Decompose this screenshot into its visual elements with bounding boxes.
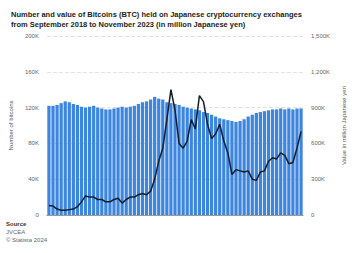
svg-text:200K: 200K: [25, 33, 39, 39]
svg-text:Source: Source: [6, 221, 27, 227]
svg-text:JVCEA: JVCEA: [6, 229, 25, 235]
svg-text:0: 0: [311, 212, 315, 218]
svg-text:0: 0: [36, 212, 40, 218]
svg-text:300K: 300K: [311, 176, 325, 182]
svg-text:1,500K: 1,500K: [311, 33, 330, 39]
svg-text:Number and value of Bitcoins (: Number and value of Bitcoins (BTC) held …: [11, 10, 304, 19]
svg-text:© Statista 2024: © Statista 2024: [6, 237, 48, 243]
svg-text:900K: 900K: [311, 105, 325, 111]
svg-text:600K: 600K: [311, 140, 325, 146]
svg-text:Value in million Japanese yen: Value in million Japanese yen: [341, 86, 347, 165]
svg-text:120K: 120K: [25, 105, 39, 111]
svg-text:Number of bitcoins: Number of bitcoins: [8, 100, 14, 150]
svg-text:160K: 160K: [25, 69, 39, 75]
svg-text:80K: 80K: [28, 140, 39, 146]
svg-text:from September 2018 to Novembe: from September 2018 to November 2023 (in…: [11, 20, 246, 29]
svg-text:1,200K: 1,200K: [311, 69, 330, 75]
svg-text:40K: 40K: [28, 176, 39, 182]
